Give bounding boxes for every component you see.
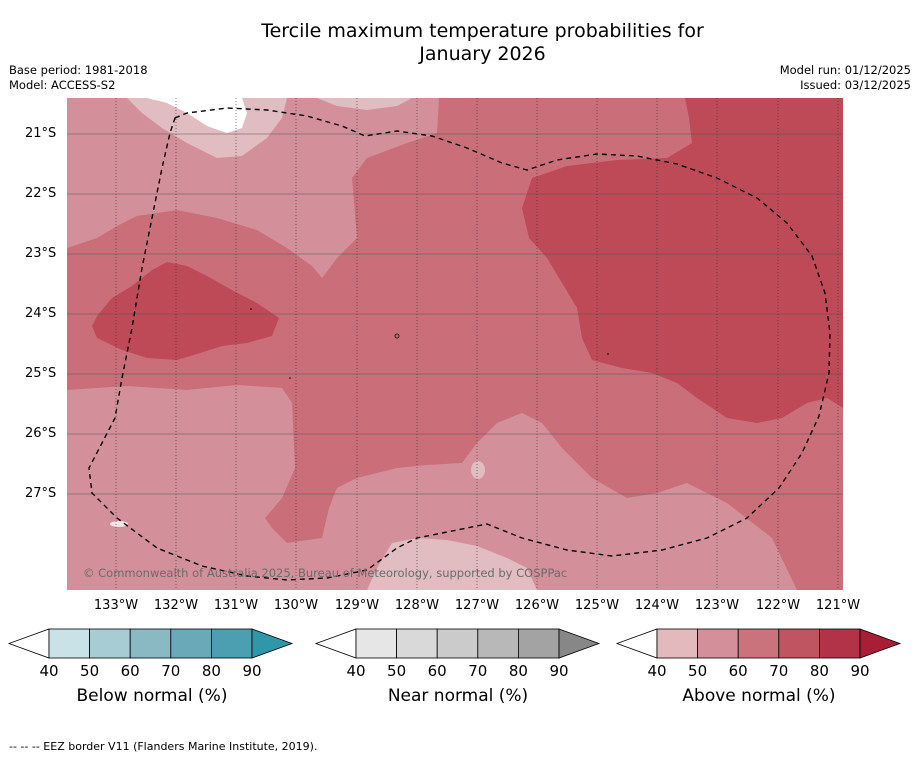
colorbar-segment bbox=[129, 628, 172, 659]
colorbar-tick-label: 80 bbox=[202, 662, 221, 680]
colorbar-above-normal: 40 50 60 70 80 90 bbox=[615, 628, 902, 680]
colorbar-under-arrow bbox=[615, 628, 658, 659]
no-data-gap bbox=[147, 98, 247, 133]
lon-label: 132°W bbox=[153, 598, 199, 613]
model-run: Model run: 01/12/2025 bbox=[779, 63, 911, 77]
small-patch bbox=[471, 461, 485, 479]
colorbar-segment bbox=[436, 628, 479, 659]
colorbar-segment bbox=[170, 628, 212, 659]
probability-map: © Commonwealth of Australia 2025, Bureau… bbox=[67, 98, 843, 590]
colorbar-near-normal: 40 50 60 70 80 90 bbox=[314, 628, 601, 680]
island-marker bbox=[607, 353, 609, 355]
colorbar-title-near: Near normal (%) bbox=[387, 686, 529, 706]
colorbar-tick-label: 60 bbox=[729, 662, 748, 680]
lon-label: 125°W bbox=[574, 598, 620, 613]
colorbar-segment bbox=[355, 628, 397, 659]
colorbar-tick-label: 50 bbox=[688, 662, 707, 680]
title-line-2: January 2026 bbox=[419, 43, 546, 65]
lon-label: 121°W bbox=[815, 598, 861, 613]
colorbar-legend: 40 50 60 70 80 90 40 50 60 70 80 90 40 50 60 70 80 90 bbox=[7, 628, 902, 680]
model-name: Model: ACCESS-S2 bbox=[9, 78, 116, 92]
island-marker bbox=[289, 377, 291, 379]
latitude-gridlines bbox=[67, 133, 843, 495]
island-marker bbox=[394, 333, 400, 339]
lat-label: 27°S bbox=[25, 486, 57, 501]
colorbar-tick-label: 50 bbox=[387, 662, 406, 680]
lon-label: 129°W bbox=[334, 598, 380, 613]
lat-label: 23°S bbox=[25, 246, 57, 261]
colorbar-segment bbox=[210, 628, 253, 659]
colorbar-tick-label: 40 bbox=[647, 662, 666, 680]
colorbar-segment bbox=[656, 628, 698, 659]
colorbar-tick-label: 60 bbox=[121, 662, 140, 680]
copyright-text: © Commonwealth of Australia 2025, Bureau… bbox=[83, 566, 567, 580]
colorbar-segment bbox=[697, 628, 739, 659]
contour-40-50-south bbox=[367, 538, 537, 590]
lat-label: 22°S bbox=[25, 186, 57, 201]
lon-label: 133°W bbox=[93, 598, 139, 613]
issued-date: Issued: 03/12/2025 bbox=[800, 78, 911, 92]
island-marker bbox=[250, 308, 252, 310]
colorbar-tick-label: 50 bbox=[80, 662, 99, 680]
colorbar-segment bbox=[819, 628, 861, 659]
colorbar-tick-label: 90 bbox=[242, 662, 261, 680]
colorbar-tick-label: 80 bbox=[509, 662, 528, 680]
lon-label: 122°W bbox=[755, 598, 801, 613]
colorbar-segment bbox=[477, 628, 519, 659]
longitude-gridlines bbox=[115, 98, 839, 590]
colorbar-tick-label: 70 bbox=[161, 662, 180, 680]
contour-70-80-east bbox=[522, 98, 843, 423]
colorbar-segment bbox=[518, 628, 560, 659]
colorbar-over-arrow bbox=[558, 628, 601, 659]
colorbar-tick-label: 40 bbox=[346, 662, 365, 680]
colorbar-under-arrow bbox=[7, 628, 50, 659]
colorbar-over-arrow bbox=[859, 628, 902, 659]
colorbar-segment bbox=[89, 628, 131, 659]
meta-left: Base period: 1981-2018 Model: ACCESS-S2 bbox=[9, 63, 148, 93]
lon-label: 130°W bbox=[273, 598, 319, 613]
colorbar-tick-label: 60 bbox=[428, 662, 447, 680]
lat-label: 24°S bbox=[25, 306, 57, 321]
eez-footnote: -- -- -- EEZ border V11 (Flanders Marine… bbox=[9, 740, 318, 753]
lon-label: 126°W bbox=[514, 598, 560, 613]
lon-label: 123°W bbox=[694, 598, 740, 613]
colorbar-tick-label: 90 bbox=[850, 662, 869, 680]
lat-label: 26°S bbox=[25, 426, 57, 441]
colorbar-segment bbox=[48, 628, 90, 659]
lon-label: 131°W bbox=[213, 598, 259, 613]
lon-label: 127°W bbox=[454, 598, 500, 613]
colorbar-title-below: Below normal (%) bbox=[76, 686, 228, 706]
lat-label: 25°S bbox=[25, 366, 57, 381]
colorbar-tick-label: 40 bbox=[39, 662, 58, 680]
map-title: Tercile maximum temperature probabilitie… bbox=[0, 20, 919, 66]
base-period: Base period: 1981-2018 bbox=[9, 63, 148, 77]
colorbar-below-normal: 40 50 60 70 80 90 bbox=[7, 628, 294, 680]
lat-label: 21°S bbox=[25, 126, 57, 141]
lon-label: 124°W bbox=[634, 598, 680, 613]
lon-label: 128°W bbox=[394, 598, 440, 613]
meta-right: Model run: 01/12/2025 Issued: 03/12/2025 bbox=[780, 63, 911, 93]
colorbar-segment bbox=[396, 628, 438, 659]
colorbar-tick-label: 70 bbox=[468, 662, 487, 680]
colorbar-segment bbox=[778, 628, 820, 659]
title-line-1: Tercile maximum temperature probabilitie… bbox=[261, 20, 704, 42]
colorbar-title-above: Above normal (%) bbox=[682, 686, 836, 706]
colorbar-tick-label: 70 bbox=[769, 662, 788, 680]
colorbar-over-arrow bbox=[251, 628, 294, 659]
colorbar-tick-label: 80 bbox=[810, 662, 829, 680]
contour-40-50-north-east bbox=[317, 98, 412, 110]
colorbar-under-arrow bbox=[314, 628, 357, 659]
tiny-patch bbox=[110, 521, 128, 527]
colorbar-segment bbox=[737, 628, 780, 659]
colorbar-tick-label: 90 bbox=[549, 662, 568, 680]
